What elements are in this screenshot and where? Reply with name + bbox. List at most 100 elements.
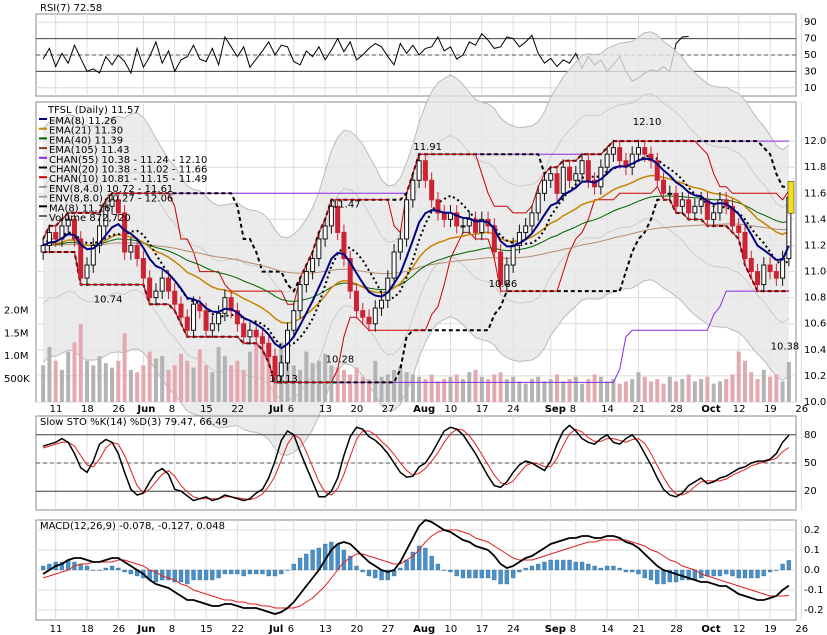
volume-bar (41, 365, 46, 402)
macd-histogram-bar (485, 569, 491, 579)
volume-bar (755, 379, 760, 402)
volume-bar (630, 379, 635, 402)
legend-entry: CHAN(55) 10.38 - 11.24 - 12.10 (49, 155, 207, 166)
macd-histogram-bar (254, 569, 259, 575)
x-axis-label: Jun (136, 624, 155, 635)
x-axis-label: 15 (200, 624, 213, 635)
volume-bar (749, 372, 754, 402)
rsi-ytick-label: 90 (804, 17, 817, 28)
volume-tick-label: 500K (4, 374, 30, 385)
volume-bar (473, 369, 478, 402)
volume-bar (91, 365, 96, 402)
volume-bar (204, 365, 209, 402)
candle-body (479, 218, 485, 233)
volume-bar (235, 360, 240, 402)
volume-bar (285, 360, 290, 402)
volume-bar (674, 381, 679, 402)
macd-signal-line (42, 529, 789, 609)
candle-body (429, 179, 435, 201)
candle-body (460, 225, 466, 228)
macd-histogram-bar (285, 569, 290, 571)
price-ytick-label: 10.0 (804, 397, 826, 408)
macd-histogram-bar (442, 569, 447, 571)
ema21-line (42, 174, 790, 324)
candle-body (303, 271, 309, 286)
candle-body (736, 225, 742, 233)
macd-histogram-bar (636, 569, 641, 575)
price-ytick-label: 11.4 (804, 214, 826, 225)
candle-body (353, 290, 359, 312)
macd-histogram-bar (404, 559, 409, 571)
x-axis-label: Aug (413, 404, 435, 415)
legend-swatch (39, 176, 47, 179)
volume-bar (724, 379, 729, 402)
legend-entry: EMA(8) 11.26 (49, 116, 117, 127)
candle-body (197, 303, 203, 312)
candle-body (165, 277, 171, 292)
macd-histogram-bar (592, 565, 597, 571)
x-axis-label: 8 (169, 624, 175, 635)
candle-body (535, 192, 541, 214)
candle-body (391, 251, 397, 279)
candle-body (410, 179, 416, 201)
candle-body (466, 218, 472, 227)
stochastic-panel: 80 50 20 (35, 415, 817, 511)
candle-body (203, 310, 209, 331)
macd-histogram-bar (203, 569, 209, 581)
candle-body (686, 199, 692, 214)
candle-body (629, 153, 635, 168)
x-axis-label: 11 (50, 404, 63, 415)
volume-bar (736, 351, 741, 402)
x-axis-label: 26 (112, 624, 125, 635)
macd-histogram-bar (297, 557, 303, 571)
ema8-line (42, 157, 790, 350)
volume-bar (786, 362, 791, 402)
candle-body (755, 271, 761, 286)
volume-bar (586, 379, 591, 402)
macd-histogram-bar (410, 551, 416, 571)
macd-histogram-bar (730, 569, 735, 577)
legend-entry: EMA(40) 11.39 (49, 135, 123, 146)
envelope-band (43, 31, 789, 456)
candle-body (291, 310, 297, 331)
candle-body (761, 264, 767, 286)
x-axis-label: 14 (601, 624, 614, 635)
candle-body (585, 160, 591, 181)
volume-tick-label: 1.5M (4, 328, 29, 339)
candle-body (285, 329, 291, 364)
volume-bar (179, 353, 183, 402)
macd-histogram-bar (128, 569, 134, 575)
x-axis-label: 24 (507, 624, 520, 635)
macd-histogram-bar (172, 569, 177, 583)
candle-body (278, 362, 284, 377)
volume-bar (649, 381, 653, 402)
volume-tick-label: 2.0M (4, 305, 29, 316)
candle-body (560, 166, 566, 194)
volume-bar (573, 376, 578, 402)
volume-bar (555, 374, 559, 402)
volume-bar (373, 360, 378, 402)
volume-bar (642, 376, 647, 402)
candle-body (266, 342, 272, 357)
macd-histogram-bar (742, 569, 748, 579)
volume-bar (529, 379, 534, 402)
candle-body (648, 153, 654, 162)
candle-body (397, 238, 403, 253)
candle-body (341, 231, 347, 260)
macd-histogram-bar (341, 549, 347, 571)
volume-bar (266, 344, 271, 402)
volume-bar (85, 360, 89, 402)
volume-bar (72, 342, 77, 402)
chan10-lower-line (43, 185, 789, 383)
volume-bar (316, 360, 321, 402)
candle-body (642, 147, 648, 155)
candle-body (53, 231, 59, 240)
macd-histogram-bar (617, 567, 622, 571)
volume-bar (329, 365, 334, 402)
volume-bar (498, 372, 503, 402)
candle-body (610, 147, 616, 155)
x-axis-label: 19 (764, 404, 777, 415)
volume-bar (66, 351, 71, 402)
volume-bar (260, 333, 265, 402)
